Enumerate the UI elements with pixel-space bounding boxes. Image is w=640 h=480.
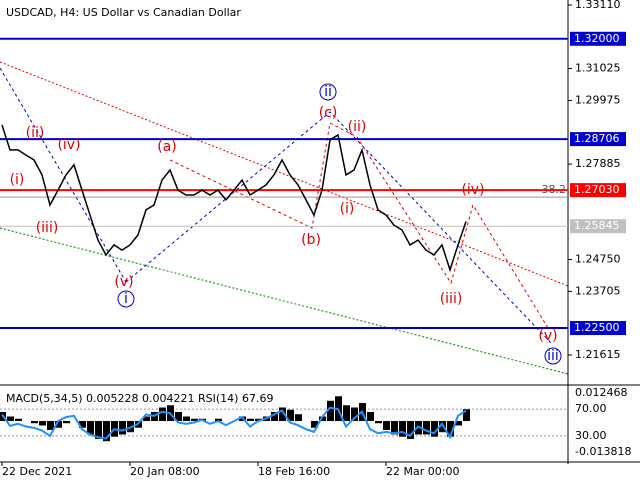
wave-label: i	[124, 291, 128, 307]
wave-circle	[117, 290, 135, 308]
macd-bar	[279, 407, 286, 421]
level-box	[570, 132, 626, 147]
macd-bar	[455, 420, 462, 426]
wave-label: (v)	[114, 274, 133, 290]
macd-bar	[447, 420, 454, 437]
level-box	[570, 183, 626, 198]
wave-label: (i)	[340, 201, 355, 217]
y2-tick-label: 30.00	[575, 429, 607, 442]
macd-bar	[295, 414, 302, 421]
level-label: 1.32000	[574, 32, 620, 45]
wave-circle	[544, 347, 562, 365]
wave-label: (v)	[538, 328, 557, 344]
macd-bar	[143, 416, 150, 421]
macd-bar	[63, 420, 70, 424]
wave-label: iii	[547, 348, 559, 364]
macd-bar	[119, 420, 126, 435]
macd-bar	[39, 420, 46, 426]
y2-tick-label: 70.00	[575, 402, 607, 415]
level-label: 1.28706	[574, 132, 620, 145]
macd-bar	[271, 412, 278, 421]
y-tick-label: 1.29975	[575, 93, 621, 106]
rsi-line	[1, 406, 467, 440]
macd-bar	[287, 409, 294, 421]
wave-label: (b)	[301, 232, 321, 248]
macd-bar	[255, 418, 262, 421]
macd-bar	[327, 400, 334, 421]
wave-label: (iv)	[57, 137, 80, 153]
y-tick-label: 1.33110	[575, 0, 621, 11]
macd-bar	[55, 420, 62, 428]
x-tick-label: 22 Mar 00:00	[386, 465, 459, 478]
macd-bar	[159, 407, 166, 421]
macd-bar	[215, 418, 222, 421]
level-label: 1.22500	[574, 321, 620, 334]
level-box	[570, 321, 626, 336]
level-box	[570, 219, 626, 234]
wave-label: (c)	[319, 105, 338, 121]
x-tick-label: 18 Feb 16:00	[258, 465, 330, 478]
wave-label: ii	[324, 84, 332, 100]
macd-bar	[7, 416, 14, 421]
wave-path	[169, 122, 549, 329]
y-tick-label: 1.27885	[575, 157, 621, 170]
macd-bar	[431, 420, 438, 437]
macd-bar	[391, 420, 398, 435]
price-line	[1, 124, 467, 273]
macd-bar	[103, 420, 110, 442]
trend-line	[0, 61, 569, 287]
wave-label: (ii)	[348, 119, 367, 135]
y-tick-label: 1.24750	[575, 253, 621, 266]
y-tick-label: 1.23705	[575, 284, 621, 297]
wave-label: (ii)	[26, 125, 45, 141]
macd-bar	[407, 420, 414, 439]
wave-label: (iii)	[36, 220, 59, 236]
indicator-title: MACD(5,34,5) 0.005228 0.004221 RSI(14) 6…	[6, 392, 273, 405]
macd-bar	[375, 420, 382, 424]
macd-bar	[399, 420, 406, 437]
level-label: 1.25845	[574, 219, 620, 232]
level-label: 1.27030	[574, 183, 620, 196]
x-tick-label: 22 Dec 2021	[2, 465, 72, 478]
wave-label: (iv)	[461, 182, 484, 198]
y-tick-label: 0.012468	[575, 386, 628, 399]
macd-bar	[95, 420, 102, 439]
macd-bar	[311, 420, 318, 428]
wave-circle	[319, 83, 337, 101]
macd-bar	[183, 416, 190, 421]
wave-label: (a)	[157, 139, 177, 155]
y-tick-label: -0.013818	[575, 445, 631, 458]
wave-path	[0, 67, 127, 283]
macd-bar	[47, 420, 54, 430]
macd-bar	[15, 418, 22, 421]
macd-bar	[367, 412, 374, 421]
y-tick-label: 1.21615	[575, 348, 621, 361]
macd-bar	[31, 420, 38, 424]
x-tick-label: 20 Jan 08:00	[130, 465, 200, 478]
macd-bar	[247, 418, 254, 421]
macd-bar	[87, 420, 94, 435]
macd-bar	[343, 405, 350, 421]
macd-bar	[175, 412, 182, 421]
level-box	[570, 31, 626, 46]
macd-bar	[463, 409, 470, 421]
macd-bar	[351, 407, 358, 421]
wave-path	[125, 111, 554, 346]
macd-bar	[191, 418, 198, 421]
macd-bar	[383, 420, 390, 430]
chart-title: USDCAD, H4: US Dollar vs Canadian Dollar	[6, 6, 241, 19]
y-tick-label: 1.31025	[575, 61, 621, 74]
macd-bar	[423, 420, 430, 435]
drawings	[0, 0, 640, 464]
macd-bar	[79, 420, 86, 428]
macd-bar	[319, 416, 326, 421]
wave-label: (i)	[10, 172, 25, 188]
wave-label: (iii)	[440, 291, 463, 307]
trend-line	[0, 227, 569, 375]
